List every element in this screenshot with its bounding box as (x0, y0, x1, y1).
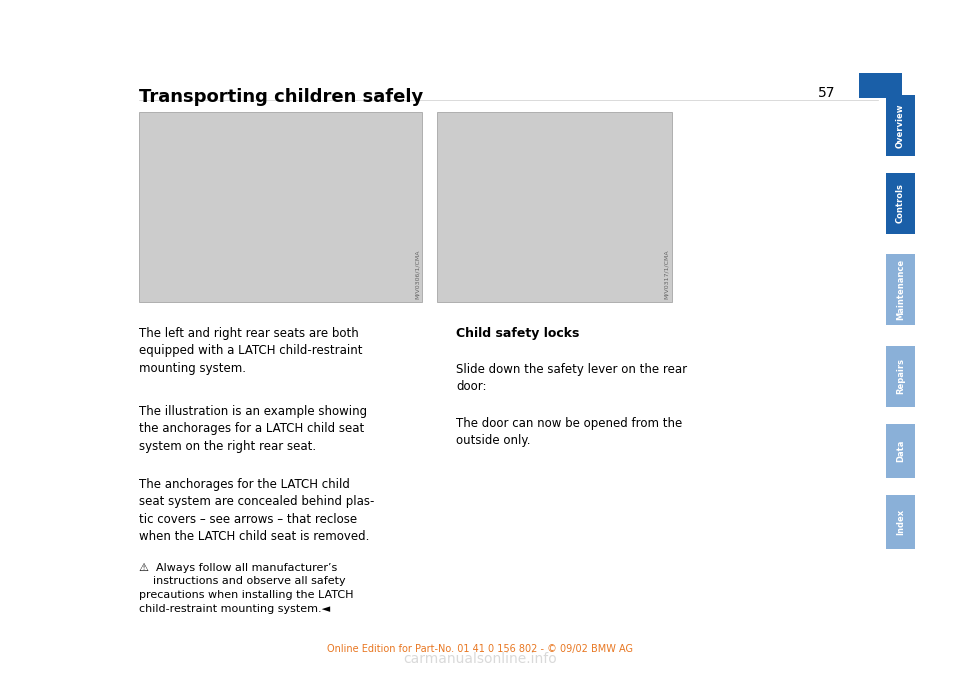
Text: The anchorages for the LATCH child
seat system are concealed behind plas-
tic co: The anchorages for the LATCH child seat … (139, 478, 374, 544)
Text: The left and right rear seats are both
equipped with a LATCH child-restraint
mou: The left and right rear seats are both e… (139, 327, 363, 375)
FancyBboxPatch shape (886, 173, 915, 234)
Text: Maintenance: Maintenance (896, 259, 905, 321)
FancyBboxPatch shape (886, 346, 915, 407)
Text: Transporting children safely: Transporting children safely (139, 88, 423, 106)
Text: Child safety locks: Child safety locks (456, 327, 580, 340)
Text: Index: Index (896, 509, 905, 535)
Text: M/V0317/1/CMA: M/V0317/1/CMA (664, 250, 669, 299)
Text: 57: 57 (818, 86, 835, 100)
Text: Data: Data (896, 439, 905, 462)
FancyBboxPatch shape (859, 73, 902, 98)
FancyBboxPatch shape (437, 112, 672, 302)
FancyBboxPatch shape (139, 112, 422, 302)
FancyBboxPatch shape (886, 95, 915, 156)
Text: The illustration is an example showing
the anchorages for a LATCH child seat
sys: The illustration is an example showing t… (139, 405, 368, 453)
FancyBboxPatch shape (886, 424, 915, 478)
Text: Controls: Controls (896, 184, 905, 223)
Text: The door can now be opened from the
outside only.: The door can now be opened from the outs… (456, 417, 683, 447)
FancyBboxPatch shape (886, 254, 915, 325)
Text: Slide down the safety lever on the rear
door:: Slide down the safety lever on the rear … (456, 363, 687, 393)
Text: Online Edition for Part-No. 01 41 0 156 802 - © 09/02 BMW AG: Online Edition for Part-No. 01 41 0 156 … (327, 644, 633, 654)
FancyBboxPatch shape (886, 495, 915, 549)
Text: Overview: Overview (896, 103, 905, 148)
Text: ⚠  Always follow all manufacturer’s
    instructions and observe all safety
prec: ⚠ Always follow all manufacturer’s instr… (139, 563, 353, 614)
Text: carmanualsonline.info: carmanualsonline.info (403, 652, 557, 666)
Text: M/V0306/1/CMA: M/V0306/1/CMA (415, 250, 420, 299)
Text: Repairs: Repairs (896, 358, 905, 395)
